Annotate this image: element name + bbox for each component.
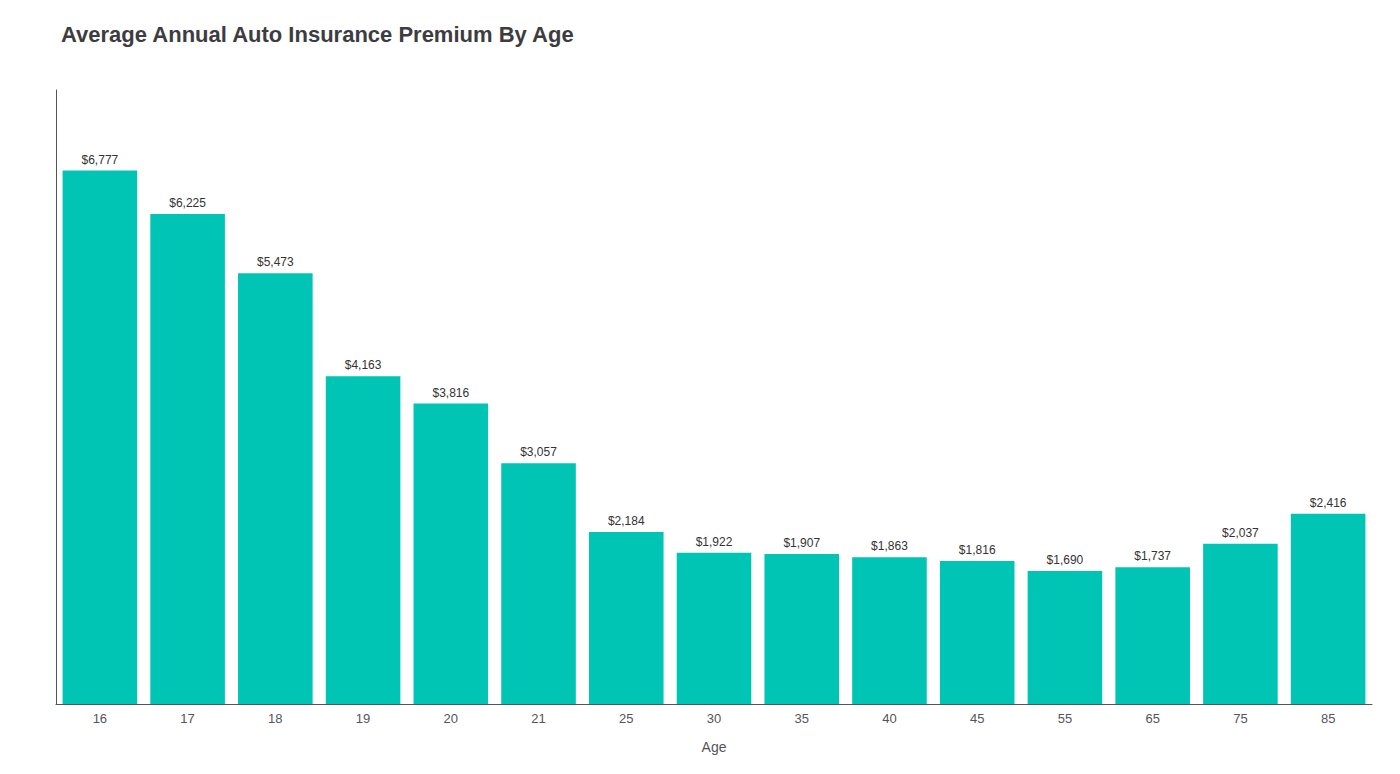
- svg-text:$1,863: $1,863: [871, 539, 908, 553]
- svg-text:30: 30: [707, 711, 721, 726]
- svg-text:$1,737: $1,737: [1134, 549, 1171, 563]
- svg-text:$3,057: $3,057: [520, 445, 557, 459]
- svg-text:$5,473: $5,473: [257, 255, 294, 269]
- svg-text:$6,777: $6,777: [82, 153, 119, 167]
- svg-text:55: 55: [1058, 711, 1072, 726]
- svg-text:$4,163: $4,163: [345, 358, 382, 372]
- svg-text:21: 21: [531, 711, 545, 726]
- svg-text:$3,816: $3,816: [432, 386, 469, 400]
- svg-text:Average Annual Auto Insurance: Average Annual Auto Insurance Premium By…: [61, 22, 574, 47]
- svg-text:$1,922: $1,922: [696, 535, 733, 549]
- svg-text:17: 17: [180, 711, 194, 726]
- svg-text:Age: Age: [702, 739, 727, 755]
- svg-text:$2,037: $2,037: [1222, 526, 1259, 540]
- svg-text:18: 18: [268, 711, 282, 726]
- svg-text:$1,690: $1,690: [1047, 553, 1084, 567]
- svg-text:16: 16: [93, 711, 107, 726]
- svg-text:$2,416: $2,416: [1310, 496, 1347, 510]
- svg-text:65: 65: [1145, 711, 1159, 726]
- svg-text:19: 19: [356, 711, 370, 726]
- svg-text:40: 40: [882, 711, 896, 726]
- svg-text:$1,907: $1,907: [783, 536, 820, 550]
- svg-text:85: 85: [1321, 711, 1335, 726]
- svg-text:20: 20: [444, 711, 458, 726]
- svg-text:$1,816: $1,816: [959, 543, 996, 557]
- svg-text:25: 25: [619, 711, 633, 726]
- svg-text:75: 75: [1233, 711, 1247, 726]
- svg-text:$6,225: $6,225: [169, 196, 206, 210]
- svg-text:45: 45: [970, 711, 984, 726]
- svg-text:$2,184: $2,184: [608, 514, 645, 528]
- svg-text:35: 35: [794, 711, 808, 726]
